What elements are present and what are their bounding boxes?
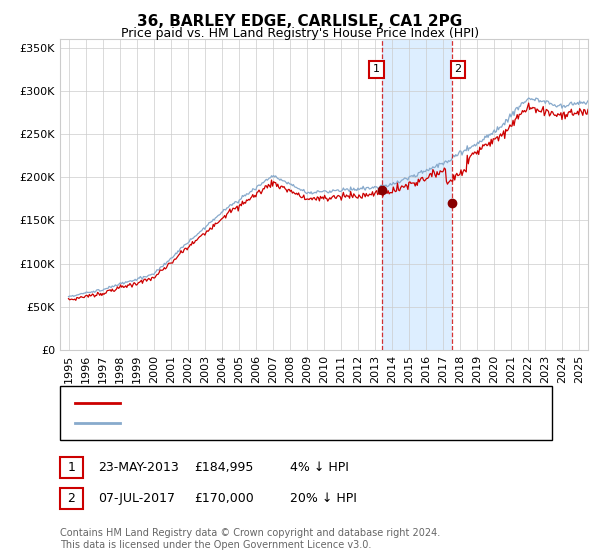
Text: 20% ↓ HPI: 20% ↓ HPI — [290, 492, 356, 505]
Text: HPI: Average price, detached house, Cumberland: HPI: Average price, detached house, Cumb… — [127, 418, 402, 428]
Text: 36, BARLEY EDGE, CARLISLE, CA1 2PG: 36, BARLEY EDGE, CARLISLE, CA1 2PG — [137, 14, 463, 29]
Text: Price paid vs. HM Land Registry's House Price Index (HPI): Price paid vs. HM Land Registry's House … — [121, 27, 479, 40]
Text: 2: 2 — [67, 492, 76, 505]
Text: 1: 1 — [67, 461, 76, 474]
Text: 07-JUL-2017: 07-JUL-2017 — [98, 492, 175, 505]
Text: 4% ↓ HPI: 4% ↓ HPI — [290, 461, 349, 474]
Text: £184,995: £184,995 — [194, 461, 253, 474]
Text: 36, BARLEY EDGE, CARLISLE, CA1 2PG (detached house): 36, BARLEY EDGE, CARLISLE, CA1 2PG (deta… — [127, 398, 443, 408]
Text: Contains HM Land Registry data © Crown copyright and database right 2024.
This d: Contains HM Land Registry data © Crown c… — [60, 528, 440, 550]
Bar — [382, 39, 452, 350]
Text: 23-MAY-2013: 23-MAY-2013 — [98, 461, 179, 474]
Text: £170,000: £170,000 — [194, 492, 254, 505]
Text: 2: 2 — [454, 64, 461, 74]
Text: 1: 1 — [373, 64, 380, 74]
